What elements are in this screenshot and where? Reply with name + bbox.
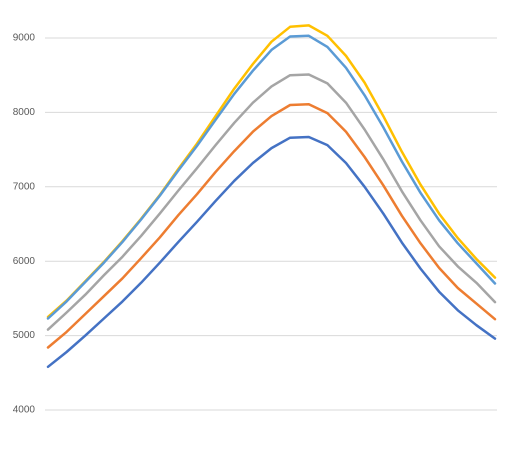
y-tick-label: 8000 [13,107,36,118]
y-tick-label: 4000 [13,405,36,416]
series-line [46,73,497,331]
y-tick-label: 6000 [13,256,36,267]
y-tick-label: 9000 [13,33,36,44]
y-tick-label: 7000 [13,181,36,192]
series-line [46,102,497,349]
y-tick-label: 5000 [13,330,36,341]
series-line [46,24,497,319]
series-line [46,135,497,369]
series-line [46,34,497,320]
